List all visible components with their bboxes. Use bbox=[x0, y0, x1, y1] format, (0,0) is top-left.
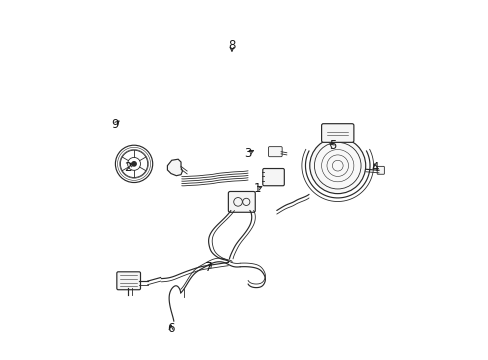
FancyBboxPatch shape bbox=[228, 192, 255, 212]
Text: 8: 8 bbox=[228, 39, 235, 52]
Text: 1: 1 bbox=[253, 183, 261, 195]
Text: 5: 5 bbox=[328, 139, 335, 152]
Circle shape bbox=[132, 162, 136, 166]
FancyBboxPatch shape bbox=[262, 168, 284, 186]
Polygon shape bbox=[167, 159, 182, 176]
Text: 2: 2 bbox=[124, 161, 133, 174]
FancyBboxPatch shape bbox=[117, 272, 140, 290]
FancyBboxPatch shape bbox=[268, 147, 282, 157]
Text: 4: 4 bbox=[371, 161, 378, 174]
Text: 9: 9 bbox=[111, 118, 119, 131]
Text: 3: 3 bbox=[244, 147, 253, 159]
Circle shape bbox=[309, 138, 365, 194]
FancyBboxPatch shape bbox=[321, 124, 353, 142]
FancyBboxPatch shape bbox=[376, 166, 384, 174]
Text: 7: 7 bbox=[204, 261, 212, 274]
Text: 6: 6 bbox=[167, 322, 174, 335]
